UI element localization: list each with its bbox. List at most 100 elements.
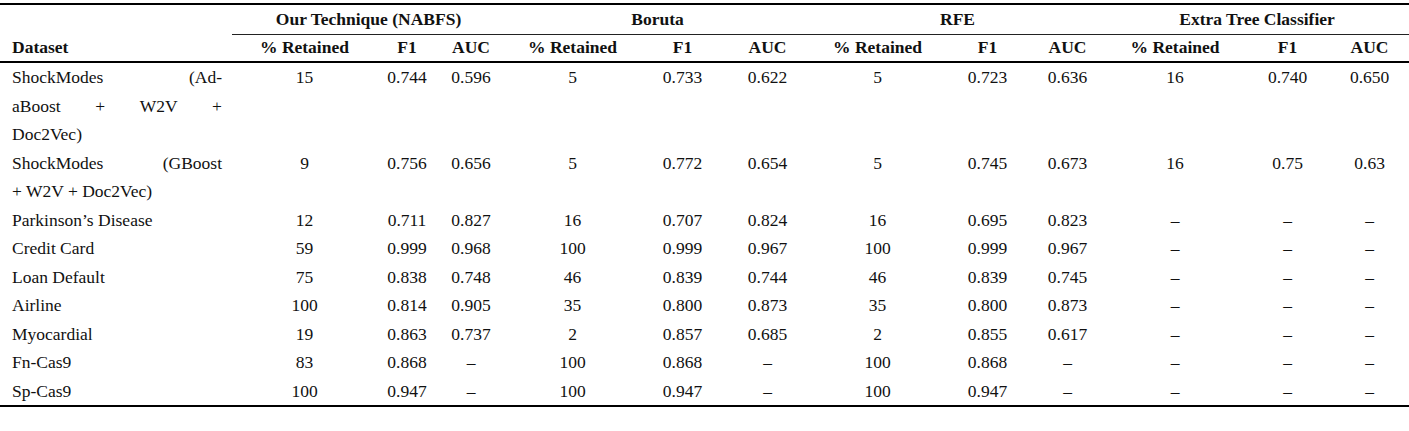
value-cell: 0.744 (377, 62, 437, 149)
value-cell: 0.772 (640, 149, 725, 206)
value-cell: 0.745 (1030, 263, 1105, 292)
value-cell: – (1105, 377, 1245, 407)
value-cell: – (1330, 263, 1409, 292)
dataset-name-line: Sp-Cas9 (12, 377, 222, 406)
value-cell: 0.868 (945, 348, 1030, 377)
value-cell: 5 (505, 149, 640, 206)
pct-retained-header: % Retained (232, 35, 377, 63)
value-cell: 0.685 (725, 320, 810, 349)
value-cell: 0.673 (1030, 149, 1105, 206)
value-cell: – (437, 377, 505, 407)
dataset-name-line: Credit Card (12, 234, 222, 263)
f1-header: F1 (945, 35, 1030, 63)
dataset-name: Myocardial (0, 320, 232, 349)
value-cell: 15 (232, 62, 377, 149)
table-row: Parkinson’s Disease120.7110.827160.7070.… (0, 206, 1409, 235)
dataset-name-line: Airline (12, 291, 222, 320)
value-cell: 0.999 (640, 234, 725, 263)
value-cell: 2 (505, 320, 640, 349)
dataset-name-line: ShockModes(Ad- (12, 63, 222, 92)
value-cell: 5 (810, 149, 945, 206)
auc-header: AUC (437, 35, 505, 63)
value-cell: 100 (232, 291, 377, 320)
value-cell: 0.868 (640, 348, 725, 377)
value-cell: 75 (232, 263, 377, 292)
value-cell: 35 (810, 291, 945, 320)
value-cell: – (1105, 206, 1245, 235)
value-cell: – (1245, 348, 1330, 377)
value-cell: 0.839 (640, 263, 725, 292)
table-row: Fn-Cas9830.868–1000.868–1000.868–––– (0, 348, 1409, 377)
dataset-name-line: ShockModes(GBoost (12, 149, 222, 178)
value-cell: 0.905 (437, 291, 505, 320)
value-cell: 0.947 (640, 377, 725, 407)
value-cell: 0.711 (377, 206, 437, 235)
table-row: Loan Default750.8380.748460.8390.744460.… (0, 263, 1409, 292)
value-cell: 0.745 (945, 149, 1030, 206)
value-cell: – (437, 348, 505, 377)
column-header-row: Dataset % RetainedF1AUC% RetainedF1AUC% … (0, 35, 1409, 63)
value-cell: 0.63 (1330, 149, 1409, 206)
value-cell: 0.873 (725, 291, 810, 320)
value-cell: 16 (1105, 149, 1245, 206)
value-cell: 0.744 (725, 263, 810, 292)
value-cell: 0.838 (377, 263, 437, 292)
dataset-name: Loan Default (0, 263, 232, 292)
value-cell: 0.656 (437, 149, 505, 206)
group-header-spacer (0, 4, 232, 35)
value-cell: – (1105, 348, 1245, 377)
value-cell: 19 (232, 320, 377, 349)
value-cell: 0.636 (1030, 62, 1105, 149)
group-header-row: Our Technique (NABFS)BorutaRFEExtra Tree… (0, 4, 1409, 35)
dataset-name: Airline (0, 291, 232, 320)
table-row: Credit Card590.9990.9681000.9990.9671000… (0, 234, 1409, 263)
table-row: Myocardial190.8630.73720.8570.68520.8550… (0, 320, 1409, 349)
value-cell: – (1030, 377, 1105, 407)
value-cell: 0.999 (945, 234, 1030, 263)
paper-table-page: Our Technique (NABFS)BorutaRFEExtra Tree… (0, 3, 1409, 431)
value-cell: 0.650 (1330, 62, 1409, 149)
table-header: Our Technique (NABFS)BorutaRFEExtra Tree… (0, 4, 1409, 62)
f1-header: F1 (640, 35, 725, 63)
value-cell: – (725, 348, 810, 377)
value-cell: 0.947 (945, 377, 1030, 407)
value-cell: 0.748 (437, 263, 505, 292)
value-cell: – (1030, 348, 1105, 377)
value-cell: 0.868 (377, 348, 437, 377)
dataset-name: Parkinson’s Disease (0, 206, 232, 235)
value-cell: 5 (810, 62, 945, 149)
value-cell: 0.723 (945, 62, 1030, 149)
value-cell: – (1105, 234, 1245, 263)
value-cell: 0.863 (377, 320, 437, 349)
value-cell: – (1105, 320, 1245, 349)
value-cell: 100 (505, 377, 640, 407)
value-cell: 0.967 (725, 234, 810, 263)
value-cell: – (1105, 263, 1245, 292)
value-cell: 100 (810, 234, 945, 263)
value-cell: 0.622 (725, 62, 810, 149)
value-cell: 0.947 (377, 377, 437, 407)
dataset-name-line: Myocardial (12, 320, 222, 349)
value-cell: – (1330, 348, 1409, 377)
value-cell: 0.855 (945, 320, 1030, 349)
value-cell: – (725, 377, 810, 407)
value-cell: 0.756 (377, 149, 437, 206)
value-cell: – (1245, 291, 1330, 320)
value-cell: – (1105, 291, 1245, 320)
value-cell: 0.839 (945, 263, 1030, 292)
value-cell: 12 (232, 206, 377, 235)
dataset-name-line: Fn-Cas9 (12, 348, 222, 377)
dataset-name: Credit Card (0, 234, 232, 263)
value-cell: 0.617 (1030, 320, 1105, 349)
value-cell: 46 (810, 263, 945, 292)
dataset-name-line: + W2V + Doc2Vec) (12, 177, 222, 206)
f1-header: F1 (1245, 35, 1330, 63)
value-cell: 35 (505, 291, 640, 320)
f1-header: F1 (377, 35, 437, 63)
value-cell: 0.654 (725, 149, 810, 206)
value-cell: 46 (505, 263, 640, 292)
value-cell: 100 (505, 234, 640, 263)
table-body: ShockModes(Ad-aBoost+W2V+Doc2Vec)150.744… (0, 62, 1409, 406)
value-cell: 0.800 (945, 291, 1030, 320)
value-cell: 0.968 (437, 234, 505, 263)
